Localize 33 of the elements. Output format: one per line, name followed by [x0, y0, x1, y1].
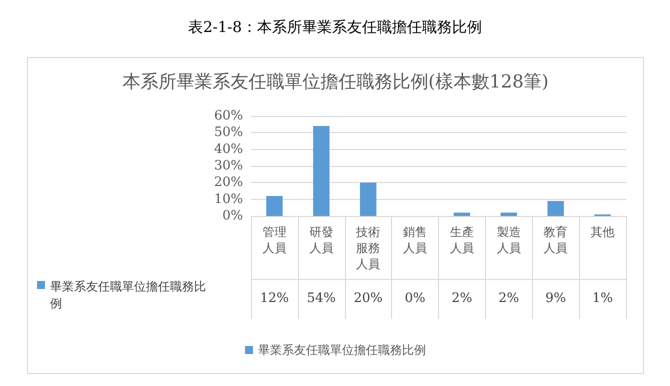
- x-tick-label: 生產人員: [450, 225, 474, 255]
- data-label: 20%: [354, 291, 383, 306]
- x-tick-label: 技術服務人員: [355, 225, 380, 271]
- bar: [313, 126, 330, 216]
- x-tick-label: 其他: [590, 225, 615, 239]
- y-tick-label: 20%: [214, 175, 243, 190]
- x-tick-label: 管理人員: [262, 225, 286, 255]
- y-tick-label: 40%: [214, 142, 243, 157]
- bar: [500, 212, 518, 216]
- y-tick-label: 10%: [214, 192, 243, 207]
- x-tick-label: 製造人員: [496, 225, 521, 255]
- data-label: 9%: [545, 291, 566, 306]
- y-tick-label: 30%: [214, 158, 243, 174]
- data-label: 2%: [498, 291, 520, 306]
- x-tick-label: 研發人員: [309, 225, 334, 255]
- data-label: 54%: [306, 291, 336, 306]
- bar: [360, 182, 376, 216]
- bar: [454, 212, 470, 216]
- bar: [266, 196, 283, 216]
- y-tick-label: 50%: [214, 125, 243, 140]
- bar: [547, 201, 564, 216]
- chart-title: 表2-1-8：本系所畢業系友任職擔任職務比例: [187, 18, 483, 37]
- text: 畢業系友任職單位擔任職務比例: [50, 280, 206, 310]
- data-label: 12%: [260, 291, 289, 306]
- chart-subtitle: 本系所畢業系友任職單位擔任職務比例(樣本數128筆): [122, 72, 549, 92]
- data-label: 1%: [592, 291, 613, 306]
- y-tick-label: 0%: [222, 208, 243, 224]
- x-tick-label: 教育人員: [544, 225, 568, 255]
- legend-label: 畢業系友任職單位擔任職務比例: [258, 343, 426, 357]
- x-tick-label: 銷售人員: [403, 225, 428, 255]
- data-label: 2%: [452, 291, 472, 306]
- y-tick-label: 60%: [214, 108, 243, 124]
- data-label: 0%: [404, 291, 426, 306]
